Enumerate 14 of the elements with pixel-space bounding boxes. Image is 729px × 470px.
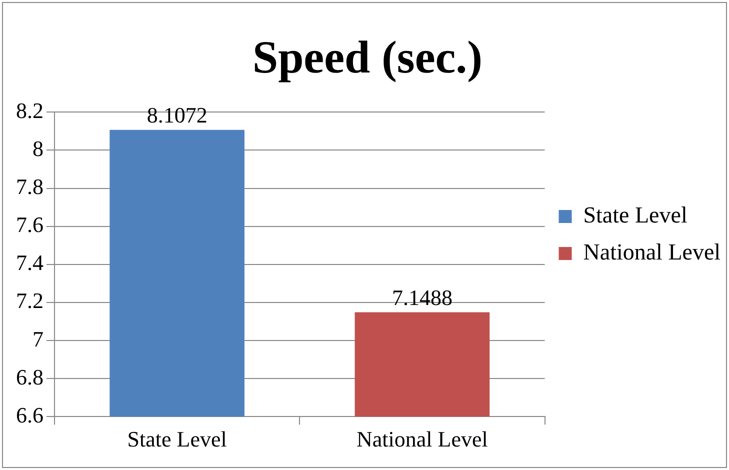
y-tick-label: 6.6 <box>16 402 44 428</box>
legend-label: State Level <box>583 202 688 228</box>
y-tick-label: 7.4 <box>16 250 44 276</box>
legend-label: National Level <box>583 240 721 265</box>
y-tick-label: 6.8 <box>16 364 44 390</box>
y-tick-label: 8.2 <box>16 98 44 123</box>
data-label: 8.1072 <box>146 102 208 128</box>
y-tick-label: 7.2 <box>16 288 44 314</box>
y-tick-label: 7 <box>32 326 44 352</box>
chart-title: Speed (sec.) <box>252 31 482 82</box>
data-label: 7.1488 <box>392 284 452 310</box>
y-tick-label: 7.6 <box>16 212 44 238</box>
y-tick-label: 8 <box>32 136 44 162</box>
y-tick-label: 7.8 <box>16 174 44 200</box>
